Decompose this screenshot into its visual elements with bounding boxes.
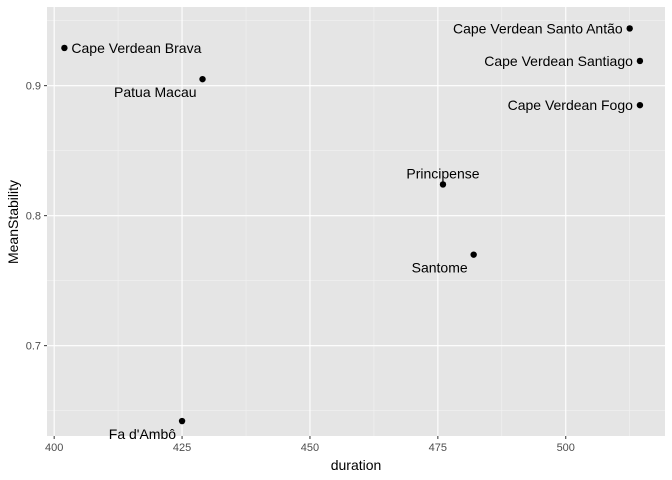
y-tick-label: 0.8 xyxy=(26,211,41,223)
data-point xyxy=(199,75,206,83)
data-point xyxy=(439,181,447,188)
data-point xyxy=(61,44,68,52)
point-label: Cape Verdean Santiago xyxy=(484,53,633,69)
data-point xyxy=(636,57,644,65)
x-tick-label: 400 xyxy=(45,442,63,454)
major-gridlines xyxy=(47,7,665,436)
point-labels: Cape Verdean Brava Patua Macau Cape Verdea… xyxy=(71,20,633,442)
x-tick-label: 475 xyxy=(429,442,447,454)
data-point xyxy=(470,251,477,258)
point-label: Cape Verdean Santo Antão xyxy=(453,20,623,36)
point-label: Cape Verdean Brava xyxy=(71,40,201,56)
data-points xyxy=(61,25,644,425)
y-tick-label: 0.7 xyxy=(26,341,41,353)
data-point xyxy=(626,25,633,32)
plot-panel xyxy=(47,7,665,436)
minor-gridlines xyxy=(47,7,665,436)
x-tick-label: 500 xyxy=(557,442,575,454)
point-label: Cape Verdean Fogo xyxy=(508,97,634,113)
point-label: Santome xyxy=(412,260,468,276)
point-label: Fa d'Ambô xyxy=(109,426,176,442)
x-axis: 400 425 450 475 500 xyxy=(45,436,575,454)
y-tick-label: 0.9 xyxy=(26,81,41,93)
data-point xyxy=(178,417,186,425)
x-axis-title: duration xyxy=(331,457,382,473)
y-axis-title: MeanStability xyxy=(5,180,21,264)
x-tick-label: 425 xyxy=(173,442,191,454)
point-label: Principense xyxy=(406,165,479,181)
x-tick-label: 450 xyxy=(301,442,319,454)
y-axis: 0.7 0.8 0.9 xyxy=(26,81,47,353)
point-label: Patua Macau xyxy=(114,84,197,100)
data-point xyxy=(636,101,644,109)
